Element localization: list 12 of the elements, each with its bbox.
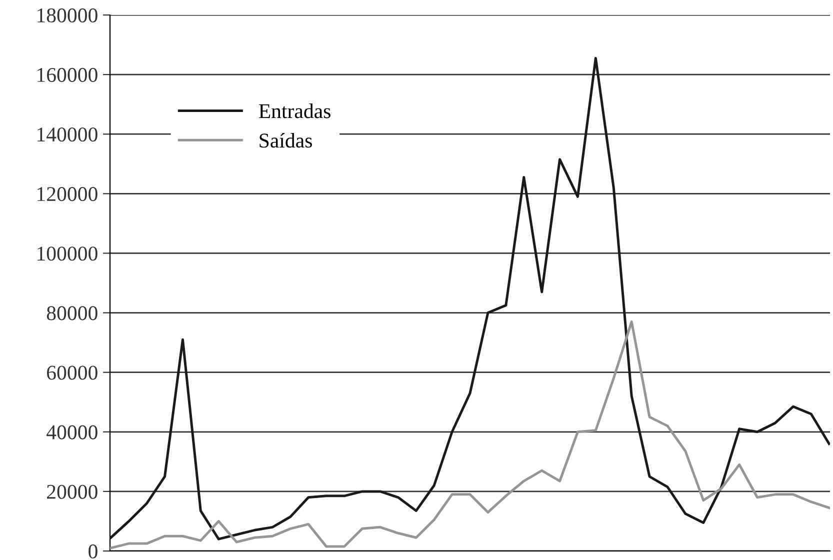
legend-label: Entradas (258, 104, 330, 118)
y-tick-label: 60000 (47, 366, 98, 380)
y-tick-label: 0 (88, 544, 98, 558)
y-tick-label: 20000 (47, 484, 98, 499)
y-tick-label: 140000 (38, 127, 98, 142)
legend-label: Saídas (260, 132, 312, 148)
y-tick-label: 120000 (38, 187, 98, 202)
y-tick-label: 80000 (46, 306, 98, 320)
y-tick-label: 160000 (38, 68, 98, 82)
y-tick-label: 40000 (46, 425, 98, 440)
y-tick-label: 180000 (38, 8, 98, 22)
y-tick-label: 100000 (38, 246, 98, 261)
